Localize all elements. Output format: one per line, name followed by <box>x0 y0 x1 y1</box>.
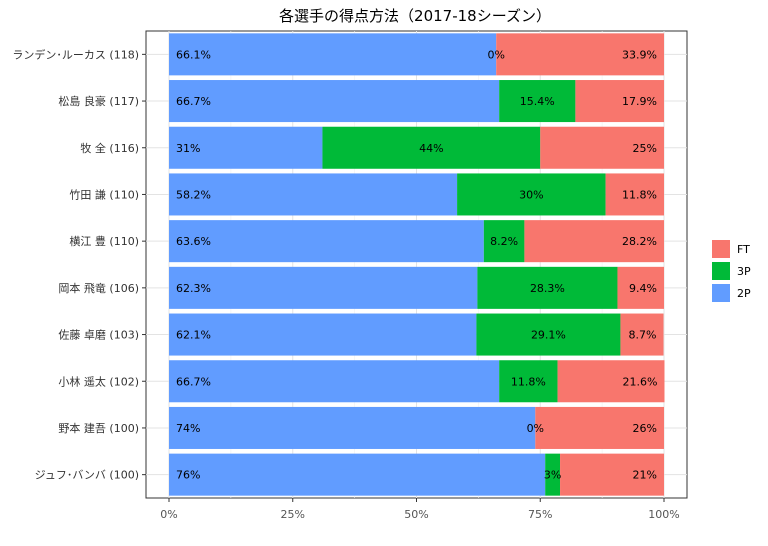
bar-segment-2p <box>169 33 497 76</box>
legend-key-2p <box>712 284 730 302</box>
bar-segment-3p <box>545 453 561 496</box>
bar-label-2p: 66.7% <box>176 95 211 108</box>
bar-label-ft: 21% <box>633 469 657 482</box>
legend-key-3p <box>712 262 730 280</box>
bar-segment-2p <box>169 266 478 309</box>
bar-segment-2p <box>169 453 546 496</box>
y-category-label: 竹田 謙 (110) <box>69 187 139 201</box>
bar-label-ft: 33.9% <box>622 48 657 61</box>
bar-segment-ft <box>620 313 664 356</box>
bar-label-2p: 31% <box>176 142 200 155</box>
bar-segment-2p <box>169 220 484 263</box>
x-tick-label: 100% <box>648 508 679 521</box>
y-category-label: 牧 全 (116) <box>80 141 139 155</box>
bar-segment-3p <box>499 360 558 403</box>
bar-segment-2p <box>169 80 500 123</box>
chart-title: 各選手の得点方法（2017-18シーズン） <box>279 7 551 25</box>
bar-segment-3p <box>457 173 606 216</box>
legend-label: FT <box>737 243 750 256</box>
legend: FT 3P 2P <box>712 240 751 302</box>
y-category-label: 松島 良豪 (117) <box>58 94 139 108</box>
bar-segment-3p <box>477 266 618 309</box>
bar-segment-2p <box>169 313 477 356</box>
bar-segment-ft <box>535 406 664 449</box>
bar-label-ft: 9.4% <box>629 282 657 295</box>
bar-label-2p: 74% <box>176 422 200 435</box>
bar-label-3p: 0% <box>487 48 504 61</box>
bar-label-2p: 66.7% <box>176 375 211 388</box>
bar-label-2p: 62.3% <box>176 282 211 295</box>
bar-label-3p: 44% <box>419 142 443 155</box>
bar-label-2p: 76% <box>176 469 200 482</box>
bar-segment-2p <box>169 126 323 169</box>
y-category-label: 横江 豊 (110) <box>69 234 139 248</box>
y-category-label: ランデン･ルーカス (118) <box>12 47 139 61</box>
y-category-label: 小林 遥太 (102) <box>58 374 139 388</box>
bar-label-3p: 29.1% <box>531 329 566 342</box>
bar-segment-ft <box>524 220 664 263</box>
bar-label-3p: 15.4% <box>520 95 555 108</box>
bar-segment-ft <box>617 266 664 309</box>
x-tick-label: 25% <box>281 508 305 521</box>
bar-segment-2p <box>169 173 458 216</box>
y-category-label: 岡本 飛竜 (106) <box>58 281 139 295</box>
x-tick-label: 75% <box>528 508 552 521</box>
bar-label-ft: 21.6% <box>623 375 658 388</box>
y-category-label: 佐藤 卓磨 (103) <box>58 328 139 342</box>
bar-segment-3p <box>483 220 525 263</box>
bar-label-3p: 0% <box>527 422 544 435</box>
x-tick-label: 0% <box>160 508 177 521</box>
bar-label-ft: 26% <box>633 422 657 435</box>
y-category-label: ジュフ･バンバ (100) <box>35 469 139 482</box>
bar-segment-ft <box>575 80 664 123</box>
legend-key-ft <box>712 240 730 258</box>
bar-segment-2p <box>169 360 500 403</box>
bar-label-2p: 66.1% <box>176 48 211 61</box>
x-axis-labels: 0% 25% 50% 75% 100% <box>160 498 680 521</box>
bar-segment-3p <box>499 80 576 123</box>
bar-label-ft: 25% <box>633 142 657 155</box>
bar-segment-ft <box>560 453 664 496</box>
bar-label-ft: 28.2% <box>622 235 657 248</box>
y-axis-labels: ランデン･ルーカス (118) 松島 良豪 (117) 牧 全 (116) 竹田 謙 … <box>12 47 146 482</box>
bar-segment-3p <box>322 126 541 169</box>
bar-label-ft: 17.9% <box>622 95 657 108</box>
x-tick-label: 50% <box>404 508 428 521</box>
bar-segment-ft <box>496 33 664 76</box>
bar-label-3p: 28.3% <box>530 282 565 295</box>
bar-segment-3p <box>476 313 621 356</box>
bar-label-ft: 11.8% <box>622 188 657 201</box>
bar-label-3p: 30% <box>519 188 543 201</box>
bar-label-2p: 62.1% <box>176 329 211 342</box>
bar-segment-ft <box>557 360 665 403</box>
bar-segment-ft <box>540 126 664 169</box>
bars: 66.1% 0% 33.9% 66.7% 15.4% 17.9% 31% 44% 25% 58.2… <box>169 33 665 496</box>
bar-segment-2p <box>169 406 536 449</box>
legend-label: 2P <box>737 287 751 300</box>
legend-label: 3P <box>737 265 751 278</box>
bar-label-3p: 3% <box>544 469 561 482</box>
y-category-label: 野本 建吾 (100) <box>58 421 139 435</box>
bar-segment-ft <box>605 173 664 216</box>
bar-label-3p: 8.2% <box>490 235 518 248</box>
bar-label-ft: 8.7% <box>629 329 657 342</box>
bar-label-2p: 58.2% <box>176 188 211 201</box>
bar-label-2p: 63.6% <box>176 235 211 248</box>
bar-label-3p: 11.8% <box>511 375 546 388</box>
